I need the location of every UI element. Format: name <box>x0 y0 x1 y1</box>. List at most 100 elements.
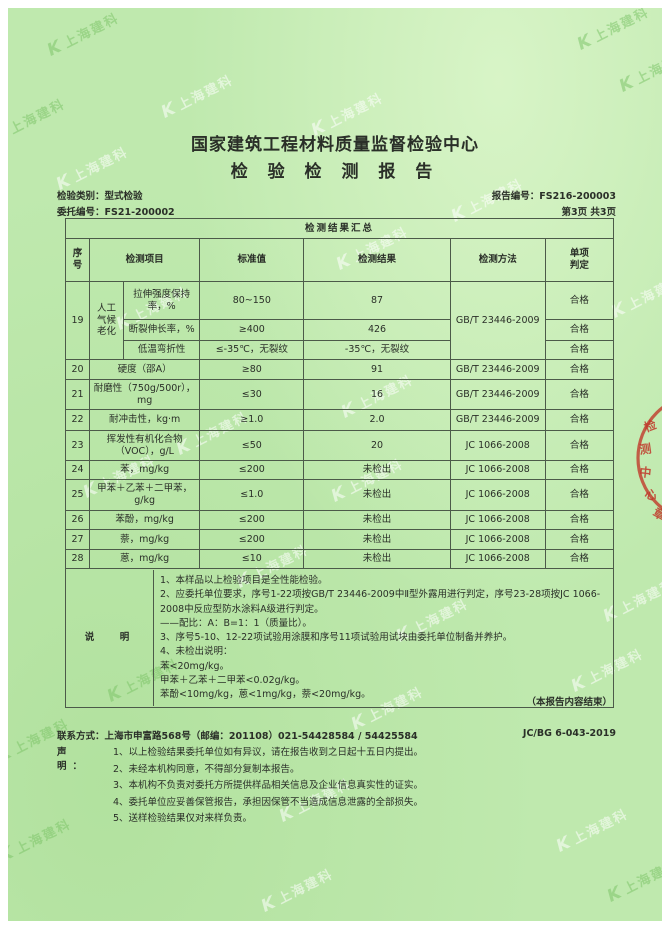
report-title: 检 验 检 测 报 告 <box>230 162 440 182</box>
note-line: 甲苯＋乙苯＋二甲苯<0.02g/kg。 <box>160 674 305 686</box>
item-name: 苯，mg/kg <box>89 460 201 480</box>
verdict-value: 合格 <box>544 460 615 480</box>
verdict-value: 合格 <box>544 430 615 461</box>
row-no: 26 <box>64 510 91 530</box>
svg-text:心: 心 <box>643 487 659 504</box>
method-value: GB/T 23446-2009 <box>449 359 546 380</box>
results-table: 检测结果汇总 序号 检测项目 标准值 检测结果 检测方法 单项 判定 19 人工气… <box>64 218 615 709</box>
item-name: 蒽，mg/kg <box>89 549 201 569</box>
result-value: 未检出 <box>303 510 451 530</box>
verdict-value: 合格 <box>544 510 615 530</box>
result-value: 16 <box>303 379 451 410</box>
result-value: 未检出 <box>303 460 451 480</box>
jianke-logo-icon: K <box>159 96 179 124</box>
item-name: 断裂伸长率，% <box>123 319 201 341</box>
commission-no-field: 委托编号：FS21-200002 <box>57 207 175 218</box>
category-value: 型式检验 <box>104 191 143 202</box>
standard-value: ≤200 <box>199 529 305 550</box>
result-value: 91 <box>303 359 451 380</box>
report-no-value: FS216-200003 <box>539 191 616 202</box>
svg-text:章: 章 <box>651 504 662 520</box>
item-name: 耐磨性（750g/500r），mg <box>89 379 201 410</box>
report-center-title: 国家建筑工程材料质量监督检验中心 <box>191 135 479 155</box>
statement-line: 4、委托单位应妥善保管报告，承担因保管不当造成信息泄露的全部损失。 <box>113 796 424 808</box>
note-line: ——配比：A：B=1：1（质量比）。 <box>160 617 312 629</box>
table-header-row: 序号 检测项目 标准值 检测结果 检测方法 单项 判定 <box>64 238 615 282</box>
statement-line: 3、本机构不负责对委托方所提供样品相关信息及企业信息真实性的证实。 <box>113 780 424 791</box>
jianke-watermark: K上海建科 <box>609 272 662 324</box>
table-row: 20 硬度（邵A） ≥80 91 GB/T 23446-2009 合格 <box>64 359 615 380</box>
verdict-value: 合格 <box>544 319 615 341</box>
row-no: 21 <box>64 379 91 410</box>
standard-value: ≤-35℃，无裂纹 <box>199 340 305 360</box>
jianke-watermark: K上海建科 <box>605 856 662 908</box>
col-header-verdict: 单项 判定 <box>544 238 615 282</box>
statement-line: 5、送样检验结果仅对来样负责。 <box>113 813 253 824</box>
end-of-report-note: （本报告内容结束） <box>526 697 612 708</box>
item-name: 苯酚，mg/kg <box>89 510 201 530</box>
verdict-value: 合格 <box>544 340 615 360</box>
doc-code: JC/BG 6-043-2019 <box>522 728 616 739</box>
table-row: 24 苯，mg/kg ≤200 未检出 JC 1066-2008 合格 <box>64 460 615 480</box>
row-no: 22 <box>64 409 91 431</box>
jianke-logo-icon: K <box>259 890 279 918</box>
jianke-logo-icon: K <box>575 28 595 56</box>
table-row: 26 苯酚，mg/kg ≤200 未检出 JC 1066-2008 合格 <box>64 510 615 530</box>
method-value: GB/T 23446-2009 <box>449 409 546 431</box>
page-indicator: 第3页 共3页 <box>561 207 616 218</box>
statement-label: 声 明： <box>57 747 89 772</box>
verdict-value: 合格 <box>544 379 615 410</box>
row-no: 27 <box>64 529 91 550</box>
svg-text:中: 中 <box>639 464 653 480</box>
method-value: GB/T 23446-2009 <box>449 281 546 360</box>
report-no-field: 报告编号：FS216-200003 <box>491 191 616 202</box>
contact-info: 联系方式：上海市申富路568号（邮编：201108）021-54428584 /… <box>57 731 418 742</box>
result-value: 2.0 <box>303 409 451 431</box>
commission-no-value: FS21-200002 <box>104 207 175 218</box>
method-value: JC 1066-2008 <box>449 529 546 550</box>
col-header-result: 检测结果 <box>303 238 451 282</box>
svg-text:检: 检 <box>642 417 658 435</box>
method-value: JC 1066-2008 <box>449 510 546 530</box>
note-line: 苯酚<10mg/kg，蒽<1mg/kg，萘<20mg/kg。 <box>160 689 371 700</box>
table-row: 19 人工气候老化 拉伸强度保持率，% 80~150 87 GB/T 23446… <box>64 281 615 360</box>
row-no: 23 <box>64 430 91 461</box>
table-caption: 检测结果汇总 <box>65 218 614 239</box>
row-no: 20 <box>64 359 91 380</box>
standard-value: ≤10 <box>199 549 305 569</box>
item-name: 挥发性有机化合物（VOC），g/L <box>89 430 201 461</box>
verdict-value: 合格 <box>544 529 615 550</box>
table-row: 25 甲苯＋乙苯＋二甲苯，g/kg ≤1.0 未检出 JC 1066-2008 … <box>64 479 615 511</box>
col-header-standard: 标准值 <box>199 238 305 282</box>
note-line: 3、序号5-10、12-22项试验用涂膜和序号11项试验用试块由委托单位制备并养… <box>160 632 513 643</box>
table-row: 27 萘，mg/kg ≤200 未检出 JC 1066-2008 合格 <box>64 529 615 550</box>
table-row: 断裂伸长率，% ≥400 426 合格 <box>66 319 615 341</box>
standard-value: 80~150 <box>199 281 305 320</box>
result-value: -35℃，无裂纹 <box>303 340 451 360</box>
jianke-logo-icon: K <box>45 34 65 62</box>
note-body: 1、本样品以上检验项目是全性能检验。 2、应委托单位要求，序号1-22项按GB/… <box>154 570 610 706</box>
row-no: 19 <box>64 281 91 360</box>
verdict-value: 合格 <box>544 549 615 569</box>
verdict-value: 合格 <box>544 359 615 380</box>
jianke-logo-icon: K <box>554 830 574 858</box>
row-no: 24 <box>64 460 91 480</box>
jianke-watermark: K上海建科 <box>45 10 123 62</box>
table-caption-row: 检测结果汇总 <box>65 218 614 239</box>
row-no: 25 <box>64 479 91 511</box>
result-value: 未检出 <box>303 529 451 550</box>
statement-line: 2、未经本机构同意，不得部分复制本报告。 <box>113 763 300 775</box>
standard-value: ≤1.0 <box>199 479 305 511</box>
standard-value: ≤30 <box>199 379 305 410</box>
note-line: 1、本样品以上检验项目是全性能检验。 <box>160 575 328 586</box>
method-value: JC 1066-2008 <box>449 430 546 461</box>
standard-value: ≤50 <box>199 430 305 461</box>
table-row: 28 蒽，mg/kg ≤10 未检出 JC 1066-2008 合格 <box>64 549 615 569</box>
jianke-logo-icon: K <box>605 880 625 908</box>
note-row: 说 明 1、本样品以上检验项目是全性能检验。 2、应委托单位要求，序号1-22项… <box>65 567 614 709</box>
result-value: 未检出 <box>303 479 451 511</box>
jianke-logo-icon: K <box>617 70 637 98</box>
item-name: 低温弯折性 <box>123 340 201 360</box>
col-header-no: 序号 <box>64 238 91 282</box>
